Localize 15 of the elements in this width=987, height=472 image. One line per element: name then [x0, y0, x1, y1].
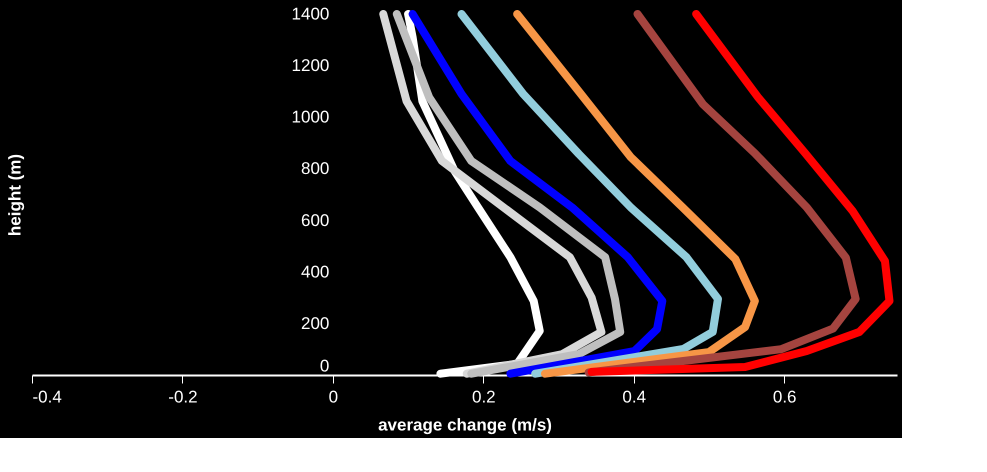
x-tick-label: 0.2 [472, 388, 496, 406]
y-tick-label: 1000 [292, 108, 330, 127]
y-tick-label: 1200 [292, 56, 330, 76]
y-axis-title: height (m) [6, 154, 24, 236]
x-tick-label: 0.4 [622, 388, 646, 406]
y-tick-label: 200 [300, 314, 330, 333]
y-tick-label: 1400 [292, 4, 330, 24]
y-tick-label: 400 [300, 262, 330, 282]
y-tick-label: 600 [300, 210, 330, 230]
x-tick-label: 0.6 [772, 388, 796, 406]
x-tick-label: -0.2 [168, 388, 198, 406]
y-tick-label: 800 [300, 159, 330, 178]
x-tick-label: -0.4 [32, 388, 62, 406]
y-tick-label: 0 [320, 356, 330, 376]
x-axis-title: average change (m/s) [378, 416, 552, 434]
